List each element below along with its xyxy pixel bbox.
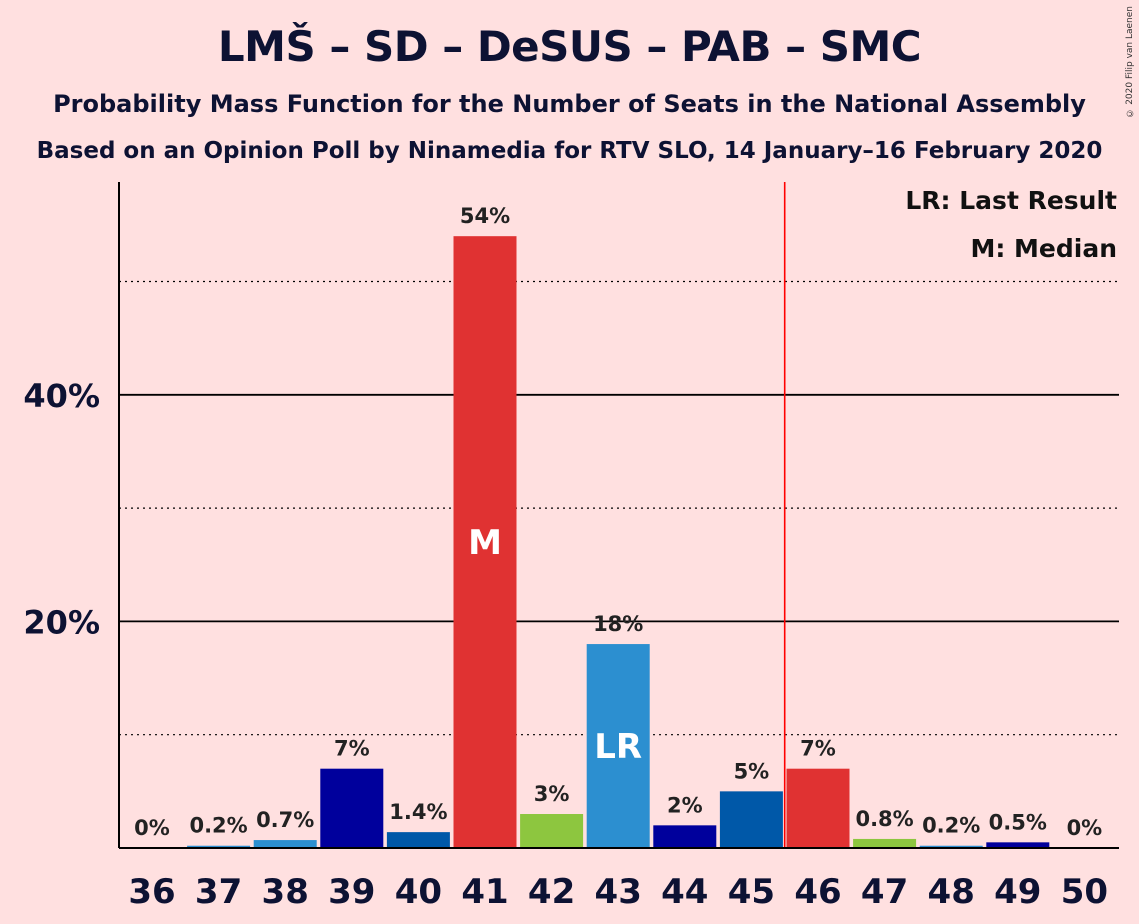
y-tick-label: 40% — [23, 377, 100, 415]
value-label-46: 7% — [800, 737, 836, 761]
bar-seat-44 — [653, 825, 717, 848]
x-tick-label-45: 45 — [728, 872, 775, 912]
last-result-marker: LR — [594, 727, 642, 767]
value-label-50: 0% — [1067, 816, 1103, 840]
bar-seat-39 — [320, 768, 384, 848]
x-tick-label-46: 46 — [794, 872, 841, 912]
x-tick-label-48: 48 — [928, 872, 975, 912]
bar-seat-37 — [187, 845, 251, 848]
median-marker: M — [468, 523, 502, 563]
y-tick-label: 20% — [23, 603, 100, 641]
x-tick-label-36: 36 — [128, 872, 175, 912]
value-label-47: 0.8% — [855, 807, 913, 831]
x-tick-label-47: 47 — [861, 872, 908, 912]
legend-last-result: LR: Last Result — [905, 186, 1117, 215]
x-tick-label-42: 42 — [528, 872, 575, 912]
chart-title: LMŠ – SD – DeSUS – PAB – SMC — [217, 22, 922, 71]
bar-seat-40 — [386, 832, 450, 848]
x-tick-label-44: 44 — [661, 872, 708, 912]
value-label-41: 54% — [460, 204, 510, 228]
bar-seat-38 — [253, 840, 317, 848]
bar-seat-41 — [453, 236, 517, 848]
chart-subtitle-poll: Based on an Opinion Poll by Ninamedia fo… — [36, 138, 1103, 164]
x-tick-label-40: 40 — [395, 872, 442, 912]
value-label-37: 0.2% — [189, 814, 247, 838]
x-tick-label-37: 37 — [195, 872, 242, 912]
bar-seat-47 — [853, 838, 917, 848]
value-label-44: 2% — [667, 793, 703, 817]
bar-seat-46 — [786, 768, 850, 848]
x-tick-label-39: 39 — [328, 872, 375, 912]
value-label-45: 5% — [734, 759, 770, 783]
bar-seat-49 — [986, 842, 1050, 848]
chart-subtitle: Probability Mass Function for the Number… — [53, 90, 1086, 118]
x-tick-label-41: 41 — [461, 872, 508, 912]
bar-seat-42 — [520, 814, 584, 848]
bar-seat-45 — [719, 791, 783, 848]
value-label-39: 7% — [334, 737, 370, 761]
value-label-42: 3% — [534, 782, 570, 806]
value-label-40: 1.4% — [389, 800, 447, 824]
x-tick-label-43: 43 — [595, 872, 642, 912]
value-label-43: 18% — [593, 612, 643, 636]
value-label-49: 0.5% — [989, 810, 1047, 834]
value-label-38: 0.7% — [256, 808, 314, 832]
value-label-48: 0.2% — [922, 814, 980, 838]
x-tick-label-38: 38 — [262, 872, 309, 912]
bar-seat-48 — [919, 845, 983, 848]
bar-seat-43 — [586, 644, 650, 848]
legend-median: M: Median — [970, 234, 1117, 263]
x-tick-label-50: 50 — [1061, 872, 1108, 912]
x-tick-label-49: 49 — [994, 872, 1041, 912]
value-label-36: 0% — [134, 816, 170, 840]
